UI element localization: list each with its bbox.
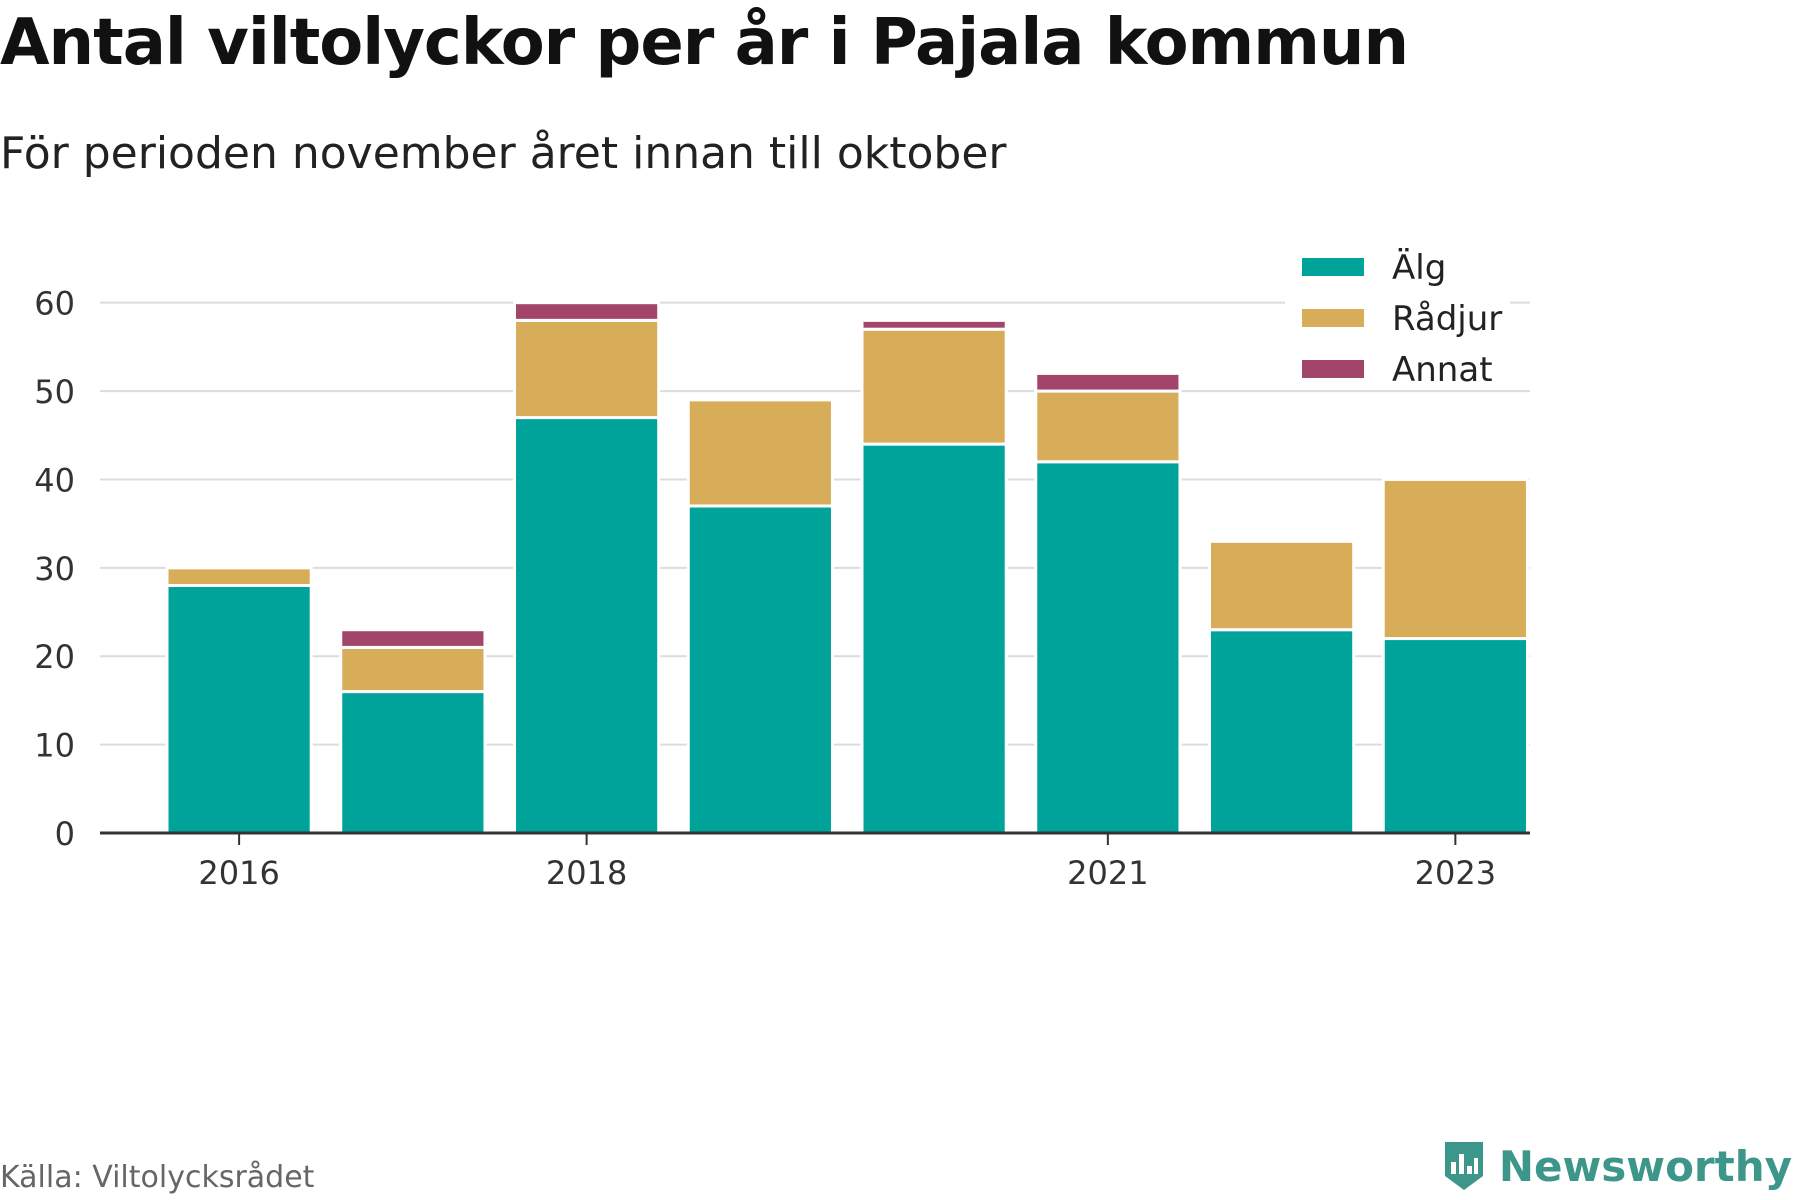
bar-segment-rdjur-2023 (1381, 477, 1529, 641)
x-axis: 2016 2018 2021 2023 (100, 831, 1530, 892)
bar-segment-annat-2021 (1034, 371, 1182, 393)
bar-segment-lg-2017 (339, 690, 487, 835)
y-tick-label: 50 (34, 373, 75, 411)
bars (165, 301, 1529, 835)
x-tick-label: 2021 (1067, 854, 1148, 892)
chart-title: Antal viltolyckor per år i Pajala kommun (0, 6, 1409, 80)
bar-segment-annat-2017 (339, 628, 487, 649)
bar-segment-lg-2023 (1381, 637, 1529, 835)
brand-name: Newsworthy (1498, 1141, 1792, 1191)
brand-logo: Newsworthy (1441, 1140, 1792, 1192)
legend-label: Annat (1392, 350, 1493, 390)
bar-segment-rdjur-2018 (513, 318, 661, 420)
y-tick-label: 30 (34, 550, 75, 588)
legend: Älg Rådjur Annat (1285, 238, 1510, 390)
legend-label: Rådjur (1392, 299, 1502, 339)
x-tick-label: 2016 (198, 854, 279, 892)
bar-segment-annat-2020 (860, 318, 1008, 331)
bar-segment-lg-2022 (1208, 628, 1356, 835)
legend-swatch-lg (1302, 258, 1364, 276)
bar-segment-rdjur-2020 (860, 327, 1008, 446)
y-tick-label: 10 (34, 727, 75, 765)
bar-segment-rdjur-2022 (1208, 539, 1356, 632)
bar-segment-lg-2018 (513, 416, 661, 835)
source-note: Källa: Viltolycksrådet (0, 1160, 315, 1195)
y-axis-ticks: 0 10 20 30 40 50 60 (34, 285, 75, 853)
bar-segment-rdjur-2019 (686, 398, 834, 508)
bar-segment-lg-2019 (686, 504, 834, 835)
bar-segment-lg-2021 (1034, 460, 1182, 835)
bar-segment-rdjur-2021 (1034, 389, 1182, 464)
bar-segment-annat-2018 (513, 301, 661, 322)
y-tick-label: 40 (34, 461, 75, 499)
y-tick-label: 20 (34, 638, 75, 676)
bar-segment-lg-2016 (165, 584, 313, 835)
x-tick-label: 2018 (546, 854, 627, 892)
bar-segment-rdjur-2017 (339, 645, 487, 694)
legend-swatch-annat (1302, 360, 1364, 378)
y-tick-label: 60 (34, 285, 75, 323)
y-tick-label: 0 (55, 815, 75, 853)
bar-segment-rdjur-2016 (165, 566, 313, 588)
x-tick-label: 2023 (1415, 854, 1496, 892)
bar-chart-shield-icon (1444, 1142, 1483, 1190)
bar-segment-lg-2020 (860, 442, 1008, 835)
chart-subtitle: För perioden november året innan till ok… (0, 128, 1007, 179)
legend-swatch-rdjur (1302, 309, 1364, 327)
legend-label: Älg (1392, 248, 1446, 288)
